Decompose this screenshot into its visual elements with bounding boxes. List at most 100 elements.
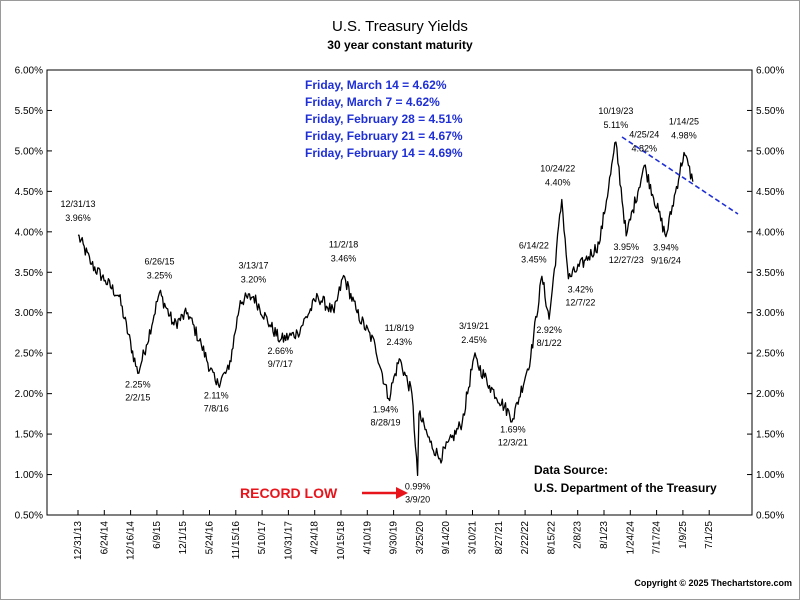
y-tick-label-right: 4.50% [756,187,784,198]
x-tick-label: 10/31/17 [283,521,294,560]
x-tick-label: 9/30/19 [389,521,400,555]
annotation-text: 8/28/19 [370,417,400,427]
annotation-text: 3.20% [241,275,267,285]
y-tick-label-right: 0.50% [756,511,784,522]
x-tick-label: 8/27/21 [494,521,505,555]
x-tick-label: 10/15/18 [336,521,347,560]
y-tick-label-left: 5.50% [15,106,43,117]
source-name: U.S. Department of the Treasury [534,481,717,495]
annotation-text: 2/2/15 [125,392,150,402]
x-tick-label: 4/24/18 [310,521,321,555]
y-tick-label-right: 4.00% [756,227,784,238]
y-tick-label-left: 3.00% [15,308,43,319]
annotation-text: 6/14/22 [519,240,549,250]
annotation-text: 3/19/21 [459,321,489,331]
annotation-text: 7/8/16 [204,404,229,414]
annotation-text: 12/7/22 [565,298,595,308]
annotation-text: 10/24/22 [540,163,575,173]
y-tick-label-right: 1.50% [756,430,784,441]
weekly-reading: Friday, February 14 = 4.69% [305,146,463,160]
weekly-reading: Friday, March 14 = 4.62% [305,78,447,92]
annotation-text: 3.94% [653,243,679,253]
y-tick-label-right: 2.50% [756,349,784,360]
y-tick-label-left: 1.50% [15,430,43,441]
weekly-readings: Friday, March 14 = 4.62% Friday, March 7 … [305,78,463,160]
x-tick-label: 9/14/20 [441,521,452,555]
x-tick-label: 1/24/24 [625,521,636,555]
chart-subtitle: 30 year constant maturity [327,38,473,52]
y-tick-label-right: 5.00% [756,146,784,157]
annotation-text: 3.46% [331,254,357,264]
annotation-text: 4/25/24 [629,129,659,139]
annotation-text: 11/8/19 [385,323,414,333]
annotation-text: 10/19/23 [598,106,633,116]
y-tick-label-left: 4.00% [15,227,43,238]
annotation-text: 8/1/22 [537,338,562,348]
annotation-text: 12/27/23 [609,255,644,265]
x-tick-label: 5/10/17 [257,521,268,555]
y-tick-label-right: 3.00% [756,308,784,319]
series-line [77,141,694,477]
x-tick-label: 7/1/25 [704,521,715,549]
series-group [77,141,694,477]
y-tick-label-left: 0.50% [15,511,43,522]
annotation-text: 3/13/17 [239,261,269,271]
record-low-arrow-head [396,487,408,499]
y-tick-label-right: 3.50% [756,268,784,279]
x-tick-label: 6/9/15 [152,521,163,549]
y-tick-label-right: 1.00% [756,470,784,481]
y-tick-label-left: 1.00% [15,470,43,481]
x-tick-label: 12/31/13 [73,521,84,560]
record-low-label: RECORD LOW [240,485,338,501]
x-axis: 12/31/13 6/24/14 12/16/14 6/9/15 12/1/15 5/24… [73,510,715,560]
weekly-reading: Friday, February 28 = 4.51% [305,112,463,126]
annotation-text: 4.98% [671,131,697,141]
annotation-text: 9/7/17 [268,359,293,369]
annotations: 12/31/13 3.96% 2.25% 2/2/15 6/26/15 3.25% 2.11… [60,106,698,504]
x-tick-label: 6/24/14 [99,521,110,555]
annotation-text: 1/14/25 [669,117,699,127]
source-label: Data Source: [534,463,608,477]
plot-area [46,69,753,516]
x-tick-label: 7/17/24 [652,521,663,555]
x-tick-label: 4/10/19 [362,521,373,555]
annotation-text: 9/16/24 [651,256,681,266]
y-tick-label-left: 2.00% [15,389,43,400]
annotation-text: 2.11% [204,391,229,401]
x-tick-label: 11/15/16 [231,521,242,560]
annotation-text: 2.92% [536,325,562,335]
chart-title: U.S. Treasury Yields [332,18,468,35]
annotation-text: 3/9/20 [405,494,430,504]
y-tick-label-left: 6.00% [15,66,43,77]
copyright: Copyright © 2025 Thechartstore.com [634,578,792,588]
x-tick-label: 2/22/22 [520,521,531,555]
x-tick-label: 8/15/22 [546,521,557,555]
annotation-text: 3.42% [568,285,594,295]
y-tick-label-right: 6.00% [756,66,784,77]
x-tick-label: 3/10/21 [468,521,479,555]
annotation-text: 3.45% [521,254,547,264]
trendline [621,136,739,215]
annotation-text: 1.69% [500,425,526,435]
annotation-text: 4.40% [545,177,571,187]
y-tick-label-left: 4.50% [15,187,43,198]
annotation-text: 0.99% [405,481,431,491]
annotation-text: 2.45% [461,335,487,345]
y-tick-label-right: 5.50% [756,106,784,117]
annotation-text: 3.95% [613,242,639,252]
annotation-text: 12/31/13 [60,199,95,209]
annotation-text: 2.25% [125,379,151,389]
annotation-text: 1.94% [373,404,399,414]
x-tick-label: 8/1/23 [599,521,610,549]
annotation-text: 6/26/15 [144,257,174,267]
y-tick-label-left: 2.50% [15,349,43,360]
y-tick-label-left: 3.50% [15,268,43,279]
weekly-reading: Friday, March 7 = 4.62% [305,95,440,109]
annotation-text: 2.43% [387,337,413,347]
annotation-text: 2.66% [268,346,294,356]
annotation-text: 3.25% [147,271,173,281]
weekly-reading: Friday, February 21 = 4.67% [305,129,463,143]
x-tick-label: 5/24/16 [205,521,216,555]
annotation-text: 3.96% [65,213,91,223]
